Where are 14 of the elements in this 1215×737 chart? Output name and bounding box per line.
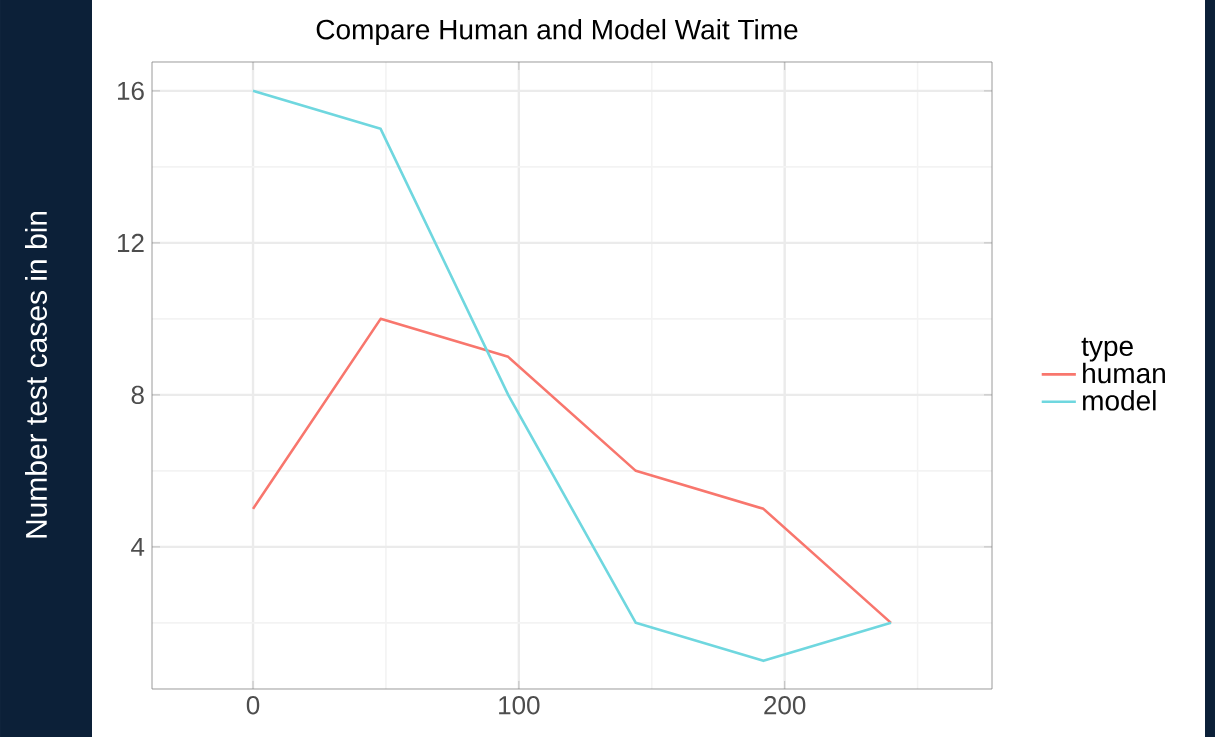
y-tick-label: 16 [118, 81, 144, 101]
y-tick-label: 4 [131, 537, 145, 556]
line-series [251, 317, 893, 625]
x-tick-label: 0 [246, 696, 260, 715]
line-series [251, 89, 893, 663]
y-tick-label: 8 [131, 385, 144, 405]
chart-title: Compare Human and Model Wait Time [316, 18, 798, 46]
legend-label: model [1083, 390, 1156, 411]
x-tick-label: 200 [764, 696, 806, 715]
y-axis-title: Number test cases in bin [24, 211, 48, 538]
legend-label: human [1083, 362, 1165, 384]
y-tick-label: 12 [118, 233, 144, 252]
legend-title: type [1081, 337, 1133, 362]
x-tick-label: 100 [499, 696, 540, 715]
